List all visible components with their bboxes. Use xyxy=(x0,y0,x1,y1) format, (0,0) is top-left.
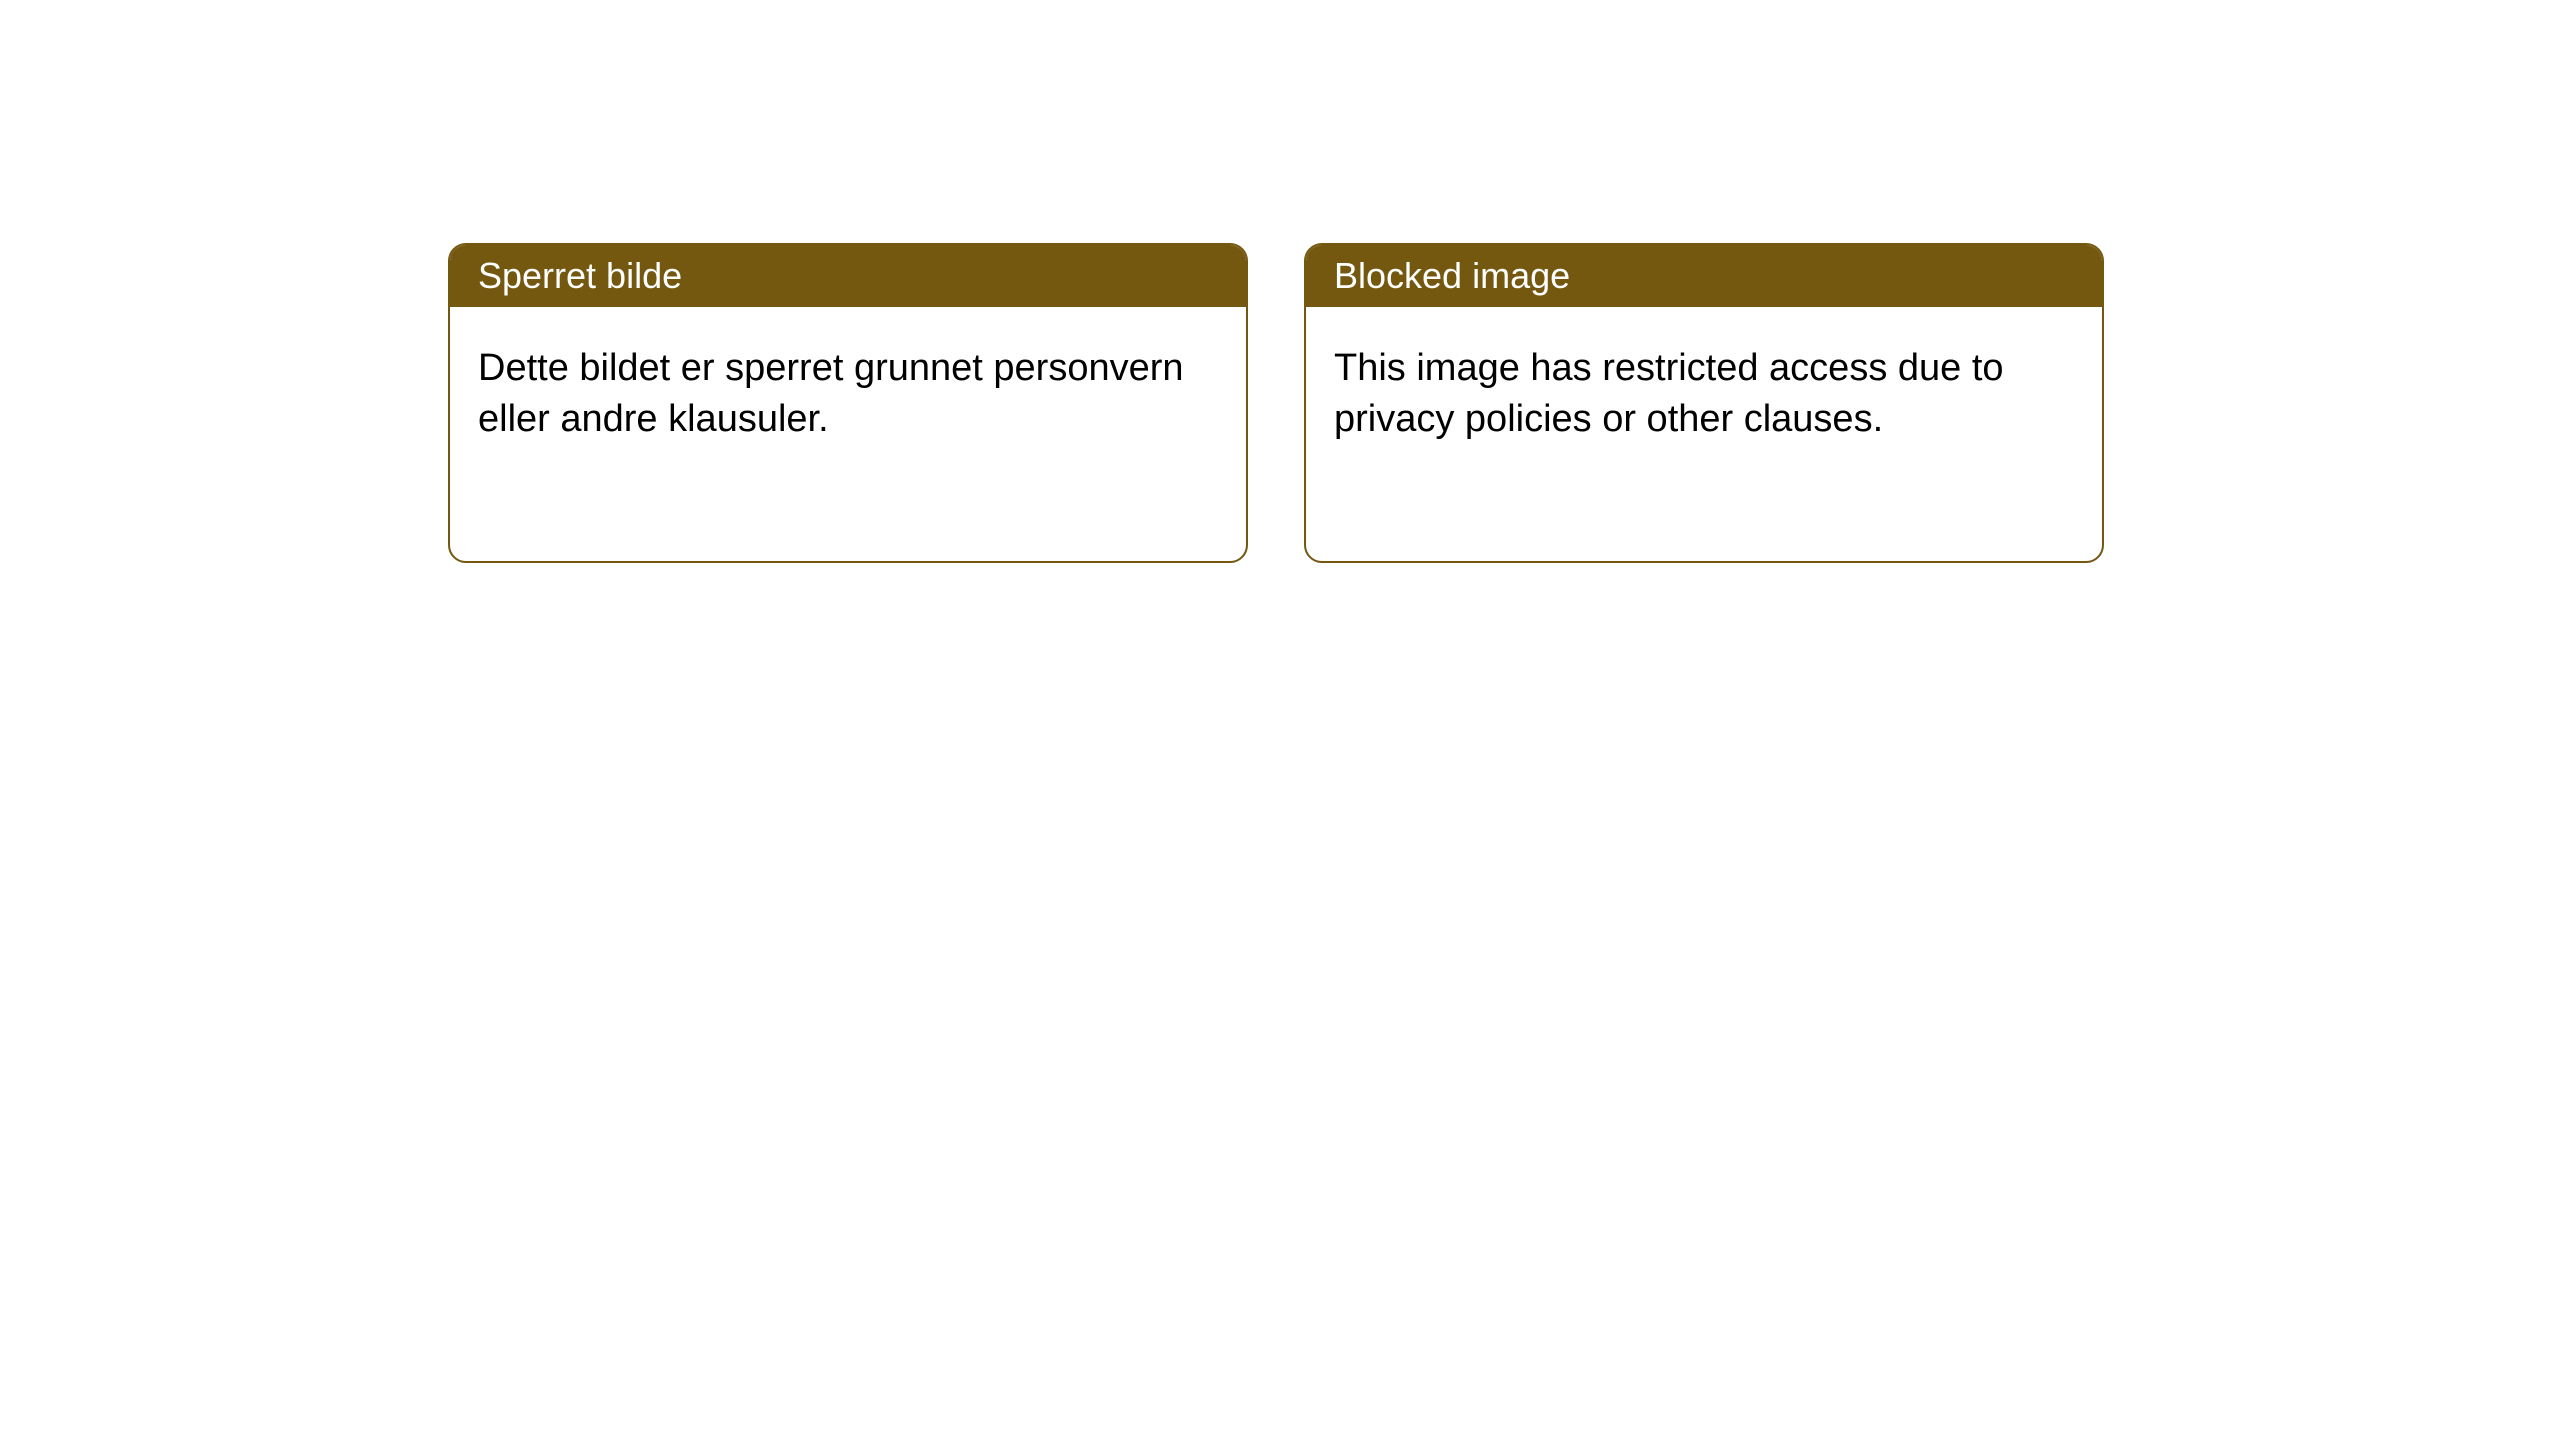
notice-container: Sperret bilde Dette bildet er sperret gr… xyxy=(0,0,2560,563)
notice-card-norwegian: Sperret bilde Dette bildet er sperret gr… xyxy=(448,243,1248,563)
notice-body: This image has restricted access due to … xyxy=(1306,307,2102,561)
notice-header: Sperret bilde xyxy=(450,245,1246,307)
notice-header: Blocked image xyxy=(1306,245,2102,307)
notice-card-english: Blocked image This image has restricted … xyxy=(1304,243,2104,563)
notice-body: Dette bildet er sperret grunnet personve… xyxy=(450,307,1246,561)
